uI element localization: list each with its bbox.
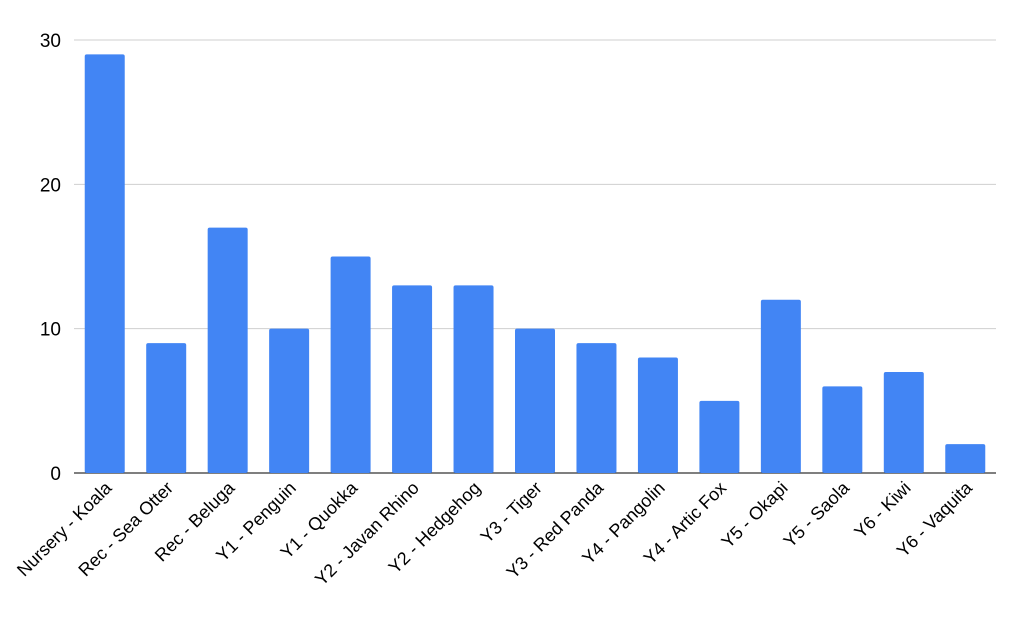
bar [822,386,863,473]
y-axis-ticks: 0 10 20 30 [40,31,61,485]
bar [84,54,125,473]
x-category-label: Y6 - Kiwi [850,478,914,542]
bar [146,343,187,473]
bar [392,285,433,473]
bar [699,400,740,473]
y-tick-label: 0 [50,464,61,485]
bar [330,256,371,473]
bar [269,328,310,473]
bar [637,357,678,473]
bars [84,54,986,473]
x-category-label: Y2 - Javan Rhino [311,478,423,590]
bar [453,285,494,473]
x-category-label: Y5 - Saola [780,477,854,551]
bar [760,299,801,473]
y-tick-label: 20 [40,175,61,196]
bar [883,371,924,473]
bar [945,444,986,473]
bar [576,343,617,473]
x-category-label: Y5 - Okapi [717,478,791,552]
bar [207,227,248,473]
bar [515,328,555,473]
y-tick-label: 30 [40,31,61,52]
y-tick-label: 10 [40,320,61,341]
